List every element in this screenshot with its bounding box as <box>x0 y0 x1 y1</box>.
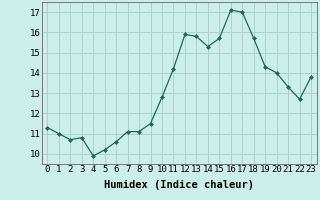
X-axis label: Humidex (Indice chaleur): Humidex (Indice chaleur) <box>104 180 254 190</box>
